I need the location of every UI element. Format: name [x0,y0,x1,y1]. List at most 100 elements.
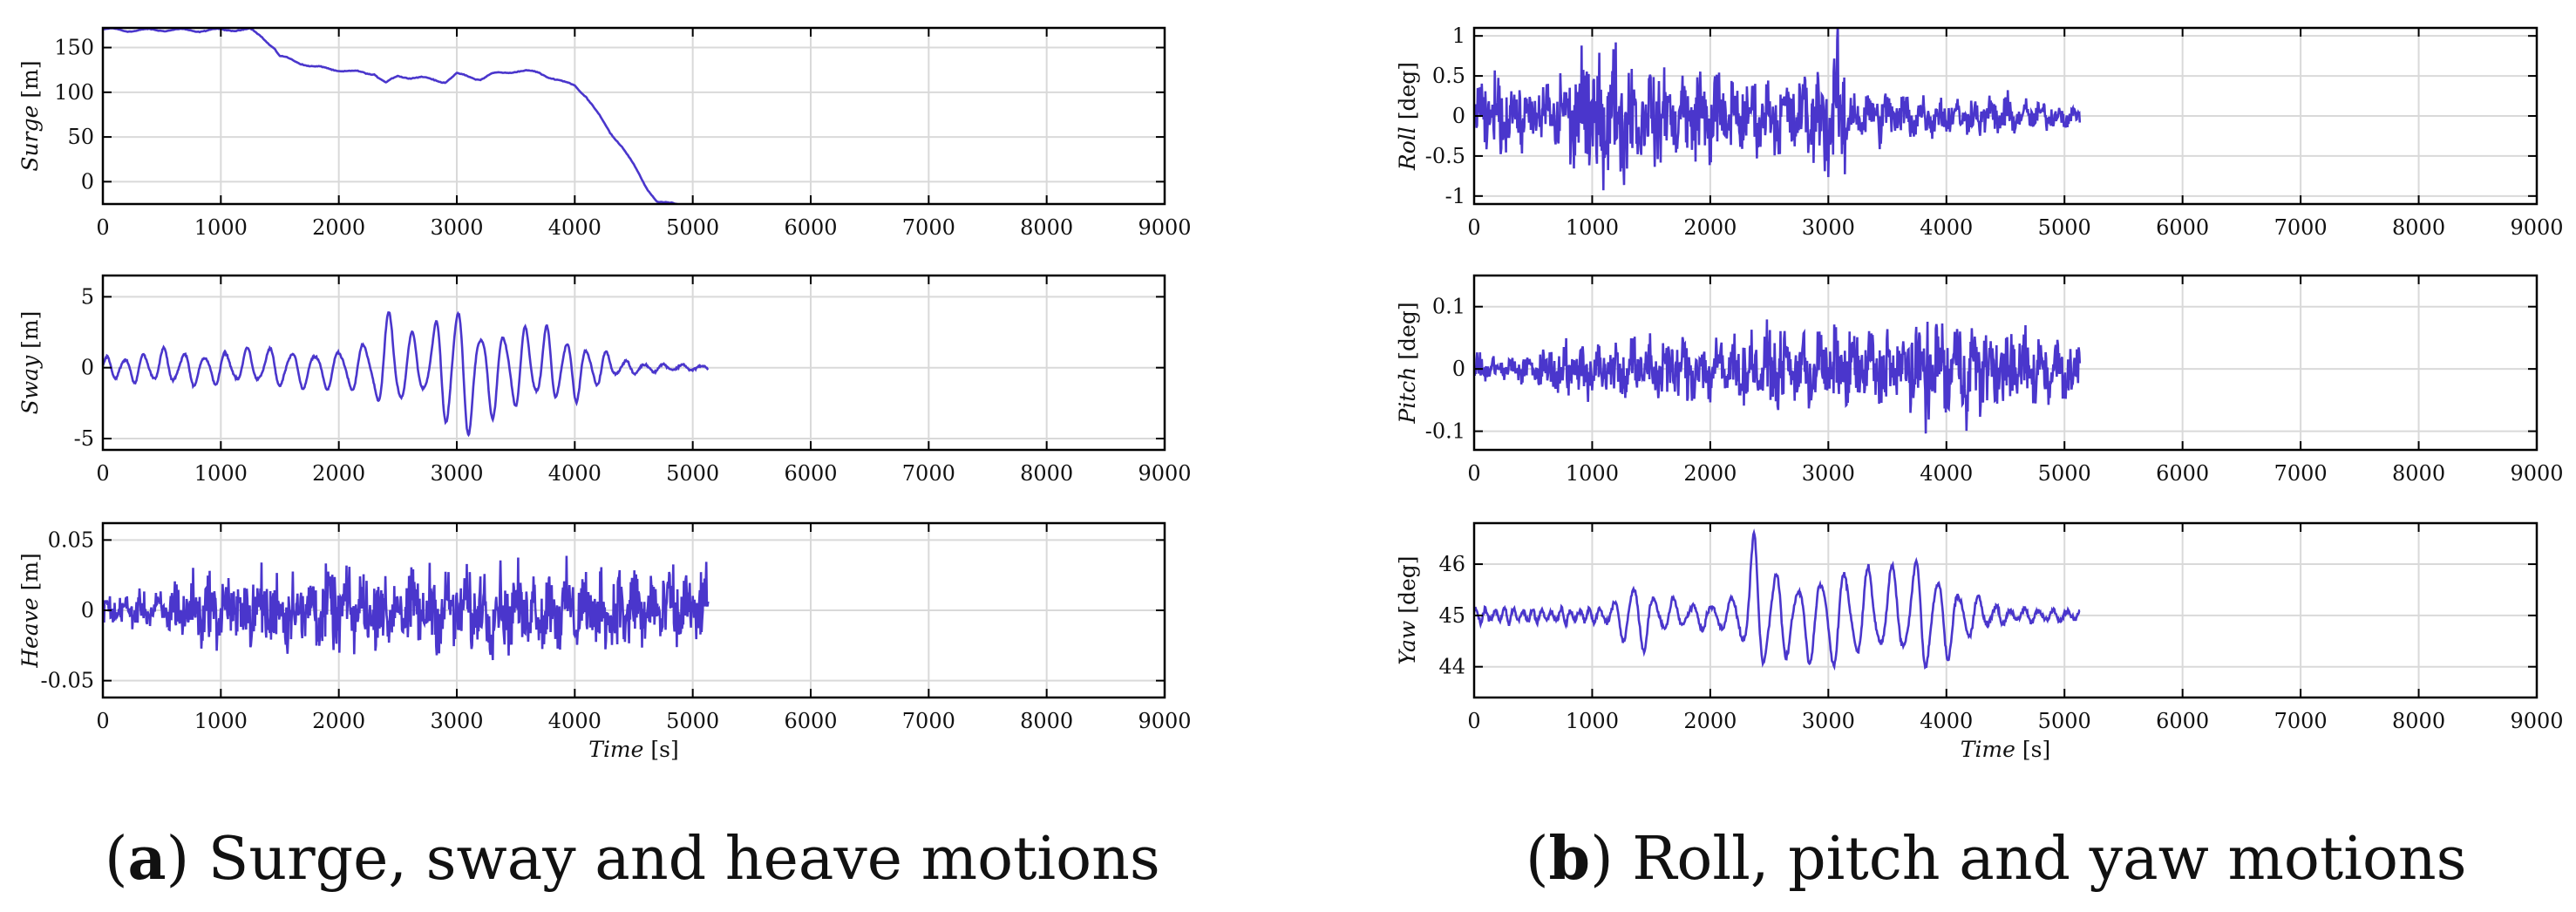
series-line-surge [103,28,681,204]
chart-roll: 0 1000 2000 3000 4000 5000 6000 7000 8000 9000 -1 -… [1395,24,2564,240]
y-axis-label: Yaw [deg] [1395,555,1420,664]
y-tick-label: 0 [81,169,94,194]
x-tick-label: 8000 [2392,709,2445,733]
y-tick-label: -0.1 [1425,419,1465,444]
y-tick-label: 0 [81,598,94,623]
y-tick-label: 5 [81,284,94,309]
x-tick-label: 6000 [784,461,837,486]
x-tick-label: 4000 [1920,461,1973,486]
x-tick-label: 9000 [1138,461,1191,486]
x-tick-label: 5000 [2038,709,2091,733]
y-tick-label: 45 [1438,603,1465,628]
series-line-pitch [1474,319,2082,434]
x-tick-label: 1000 [194,215,248,240]
x-tick-label: 0 [1467,461,1480,486]
x-tick-label: 2000 [312,709,365,733]
x-tick-label: 7000 [2274,215,2328,240]
y-tick-label: 0.5 [1432,64,1465,88]
series-line-yaw [1474,528,2081,671]
axes-frame [101,274,1166,452]
x-tick-label: 3000 [430,709,483,733]
x-tick-label: 5000 [666,709,719,733]
y-axis-label: Sway [m] [17,311,43,415]
x-tick-label: 7000 [902,461,955,486]
x-tick-label: 5000 [666,215,719,240]
chart-pitch: 0 1000 2000 3000 4000 5000 6000 7000 8000 9000 -0.… [1395,274,2564,486]
x-tick-label: 2000 [312,461,365,486]
x-tick-label: 3000 [430,215,483,240]
x-tick-label: 9000 [1138,709,1191,733]
x-tick-label: 0 [1467,709,1480,733]
y-tick-label: -0.05 [40,669,94,693]
x-tick-label: 2000 [1683,709,1737,733]
x-tick-label: 0 [96,709,109,733]
x-axis-label: Time [s] [1961,737,2050,762]
x-tick-label: 9000 [2510,461,2563,486]
series-line-heave [103,555,710,661]
y-tick-label: -1 [1445,184,1465,208]
y-axis-label: Surge [m] [17,60,43,171]
y-tick-label: 50 [67,125,94,149]
y-tick-label: 0.1 [1432,295,1465,319]
caption-b: (b) Roll, pitch and yaw motions [1526,824,2467,894]
x-tick-label: 7000 [2274,709,2328,733]
y-tick-label: 0 [81,356,94,380]
y-tick-label: 0 [1452,104,1465,128]
x-tick-label: 0 [96,215,109,240]
y-tick-label: -5 [74,426,94,451]
series-line-sway [103,310,710,438]
chart-surge: 0 1000 2000 3000 4000 5000 6000 7000 8000 9000 0 50… [17,26,1192,240]
x-tick-label: 4000 [548,215,602,240]
x-tick-label: 0 [96,461,109,486]
x-tick-label: 3000 [1802,215,1855,240]
x-tick-label: 5000 [2038,215,2091,240]
x-tick-label: 2000 [312,215,365,240]
x-tick-label: 3000 [1802,461,1855,486]
x-tick-label: 4000 [548,709,602,733]
x-tick-label: 4000 [548,461,602,486]
x-tick-label: 8000 [1020,215,1073,240]
chart-heave: 0 1000 2000 3000 4000 5000 6000 7000 8000 9000 -0.… [17,521,1192,762]
x-tick-label: 3000 [1802,709,1855,733]
x-tick-label: 6000 [2156,461,2209,486]
y-tick-label: 0 [1452,357,1465,381]
x-tick-label: 1000 [194,709,248,733]
x-tick-label: 2000 [1683,461,1737,486]
x-tick-label: 7000 [2274,461,2328,486]
y-axis-label: Pitch [deg] [1395,302,1420,424]
series-line-roll [1474,28,2082,191]
x-tick-label: 1000 [194,461,248,486]
x-tick-label: 6000 [784,709,837,733]
y-axis-label: Heave [m] [17,553,43,669]
x-tick-label: 5000 [2038,461,2091,486]
x-tick-label: 8000 [2392,461,2445,486]
x-tick-label: 4000 [1920,215,1973,240]
y-tick-label: 46 [1438,552,1465,576]
x-tick-label: 2000 [1683,215,1737,240]
axes-frame [1472,521,2539,699]
y-tick-label: -0.5 [1425,144,1465,168]
x-tick-label: 8000 [1020,461,1073,486]
x-tick-label: 7000 [902,215,955,240]
x-tick-label: 1000 [1566,461,1619,486]
x-tick-label: 6000 [784,215,837,240]
x-tick-label: 4000 [1920,709,1973,733]
x-tick-label: 5000 [666,461,719,486]
chart-sway: 0 1000 2000 3000 4000 5000 6000 7000 8000 9000-50… [17,274,1192,486]
x-tick-label: 7000 [902,709,955,733]
x-tick-label: 6000 [2156,215,2209,240]
x-axis-label: Time [s] [588,737,678,762]
x-tick-label: 9000 [2510,215,2563,240]
y-tick-label: 0.05 [48,527,94,552]
y-tick-label: 100 [54,80,94,105]
x-tick-label: 8000 [2392,215,2445,240]
x-tick-label: 0 [1467,215,1480,240]
y-tick-label: 150 [54,36,94,60]
x-tick-label: 9000 [1138,215,1191,240]
y-axis-label: Roll [deg] [1395,62,1420,171]
x-tick-label: 8000 [1020,709,1073,733]
axes-frame [1472,274,2539,452]
x-tick-label: 6000 [2156,709,2209,733]
axes-frame [101,26,1166,206]
